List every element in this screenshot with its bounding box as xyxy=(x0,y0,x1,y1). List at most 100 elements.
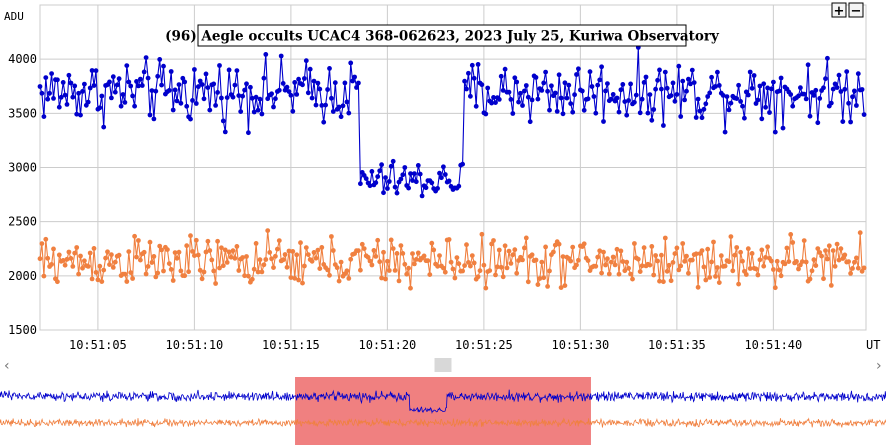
zoom-out-button[interactable]: − xyxy=(848,2,864,19)
zoom-in-button[interactable]: + xyxy=(831,2,847,19)
comparison-point xyxy=(821,276,826,282)
navigator-overview[interactable] xyxy=(0,377,886,445)
comparison-point xyxy=(358,267,363,273)
comparison-point xyxy=(220,263,226,269)
target-point xyxy=(662,69,668,75)
comparison-point xyxy=(601,249,606,255)
target-point xyxy=(390,158,396,164)
target-point xyxy=(128,83,134,89)
target-point xyxy=(110,74,116,80)
comparison-point xyxy=(325,267,330,273)
comparison-point xyxy=(512,247,518,253)
comparison-point xyxy=(705,246,711,252)
scroll-handle[interactable] xyxy=(434,358,452,372)
comparison-point xyxy=(535,282,541,287)
comparison-point xyxy=(103,255,108,261)
target-point xyxy=(705,94,711,99)
target-point xyxy=(429,180,435,186)
comparison-point xyxy=(846,259,851,264)
comparison-point xyxy=(224,260,230,265)
comparison-point xyxy=(533,257,539,263)
y-tick-label: 1500 xyxy=(8,323,37,337)
target-point xyxy=(55,77,60,83)
comparison-point xyxy=(280,257,286,263)
comparison-point xyxy=(464,242,469,248)
target-point xyxy=(112,89,118,95)
comparison-point xyxy=(670,260,676,265)
target-point xyxy=(437,170,442,176)
target-point xyxy=(545,88,550,94)
navigator-selection[interactable] xyxy=(295,377,591,445)
scroll-left-arrow[interactable]: ‹ xyxy=(4,358,10,374)
comparison-point xyxy=(317,266,323,271)
target-point xyxy=(460,161,465,167)
target-point xyxy=(182,79,188,85)
comparison-point xyxy=(496,247,502,253)
comparison-point xyxy=(172,250,178,256)
scrollbar[interactable]: ‹ › xyxy=(0,358,886,374)
comparison-point xyxy=(672,251,678,256)
comparison-point xyxy=(782,261,788,267)
comparison-point xyxy=(628,271,633,277)
comparison-point xyxy=(502,243,508,249)
target-point xyxy=(811,93,817,98)
comparison-point xyxy=(699,248,705,254)
target-point xyxy=(738,99,743,104)
target-point xyxy=(780,125,786,131)
comparison-point xyxy=(56,252,62,258)
comparison-point xyxy=(385,258,390,264)
comparison-point xyxy=(284,264,290,270)
x-tick-label: 10:51:15 xyxy=(262,338,320,352)
target-point xyxy=(213,103,219,108)
comparison-point xyxy=(392,268,398,273)
comparison-point xyxy=(288,275,294,280)
comparison-point xyxy=(145,264,151,269)
target-point xyxy=(614,95,620,101)
target-point xyxy=(101,124,107,130)
comparison-point xyxy=(327,272,332,278)
target-point xyxy=(174,98,180,104)
target-point xyxy=(170,107,176,113)
comparison-point xyxy=(666,262,672,268)
scroll-right-arrow[interactable]: › xyxy=(876,358,882,374)
comparison-point xyxy=(450,266,456,272)
comparison-point xyxy=(72,250,78,256)
target-point xyxy=(211,81,217,87)
target-point xyxy=(149,88,155,93)
comparison-point xyxy=(709,259,714,265)
y-tick-label: 3500 xyxy=(8,106,37,120)
comparison-point xyxy=(525,279,531,285)
comparison-point xyxy=(771,267,776,272)
target-point xyxy=(520,103,525,108)
comparison-point xyxy=(610,254,616,260)
target-point xyxy=(205,85,211,90)
comparison-point xyxy=(49,262,54,267)
target-point xyxy=(645,110,651,116)
target-point xyxy=(120,92,126,97)
comparison-point xyxy=(523,235,529,241)
target-point xyxy=(689,67,695,73)
comparison-point xyxy=(188,233,193,239)
comparison-point xyxy=(157,243,163,249)
target-point xyxy=(60,80,66,85)
comparison-point xyxy=(693,251,699,257)
target-point xyxy=(388,163,394,169)
target-point xyxy=(230,94,236,100)
comparison-point xyxy=(346,276,352,281)
comparison-point xyxy=(165,247,170,253)
comparison-point xyxy=(547,268,552,274)
y-tick-label: 2000 xyxy=(8,269,37,283)
comparison-point xyxy=(51,246,56,252)
comparison-point xyxy=(68,256,74,261)
comparison-point xyxy=(456,261,462,267)
comparison-point xyxy=(861,265,867,271)
comparison-point xyxy=(60,258,66,263)
target-point xyxy=(510,111,516,116)
comparison-point xyxy=(195,252,201,258)
comparison-point xyxy=(209,257,215,263)
target-point xyxy=(166,88,172,93)
comparison-point xyxy=(105,249,110,255)
comparison-point xyxy=(826,243,832,249)
target-point xyxy=(643,74,649,80)
target-point xyxy=(678,114,684,119)
